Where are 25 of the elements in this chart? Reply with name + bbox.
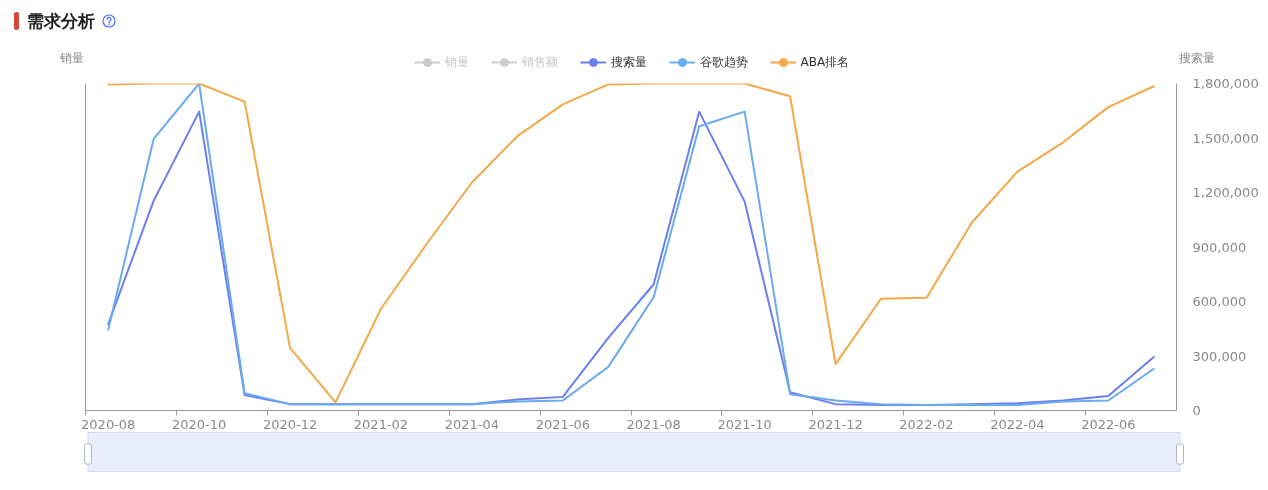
x-tick-label: 2022-02: [899, 416, 954, 432]
x-tick-label: 2020-08: [81, 416, 136, 432]
y2-tick-label: 600,000: [1192, 294, 1247, 309]
y2-tick-label: 900,000: [1192, 239, 1247, 255]
x-tick-label: 2021-08: [626, 416, 681, 432]
legend-label: 谷歌趋势: [699, 53, 748, 71]
chart-title: 需求分析: [27, 10, 95, 32]
x-tick-label: 2021-06: [535, 416, 590, 432]
y2-tick-label: 1,800,000: [1192, 76, 1259, 91]
legend-label: ABA排名: [800, 53, 850, 71]
y2-tick-label: 1,200,000: [1192, 185, 1259, 200]
x-tick-label: 2021-12: [808, 416, 863, 432]
x-tick-label: 2022-04: [990, 416, 1045, 432]
x-tick-label: 2021-04: [444, 416, 500, 432]
legend-label: 搜索量: [610, 53, 647, 71]
y2-tick-label: 300,000: [1192, 348, 1247, 364]
x-tick-label: 2020-12: [262, 416, 318, 432]
x-tick-label: 2021-02: [353, 416, 409, 432]
y-axis-title: 销量: [58, 51, 84, 65]
x-tick-label: 2020-10: [171, 416, 227, 432]
y2-tick-label: 1,500,000: [1192, 130, 1259, 146]
y2-axis-title: 搜索量: [1178, 51, 1215, 65]
x-tick-label: 2021-10: [717, 416, 772, 432]
y2-tick-label: 0: [1192, 403, 1201, 418]
x-tick-label: 2022-06: [1081, 416, 1136, 432]
